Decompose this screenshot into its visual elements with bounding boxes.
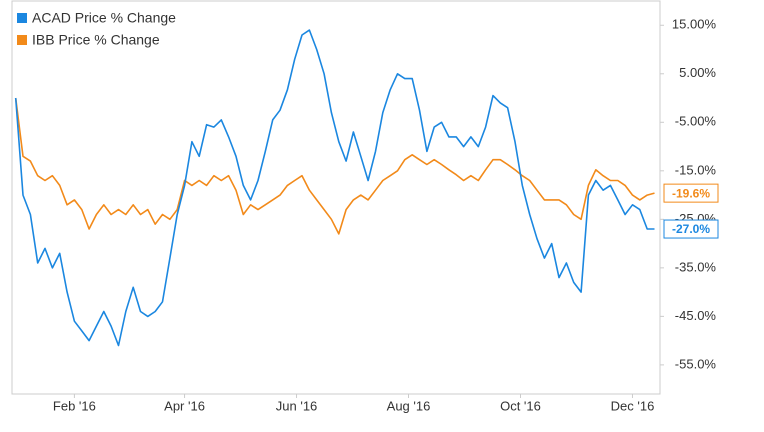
series-line [14,97,655,235]
y-tick-label: -45.0% [675,308,717,323]
legend-label: ACAD Price % Change [32,10,176,26]
y-tick-label: -35.0% [675,259,717,274]
y-tick-label: -15.0% [675,162,717,177]
y-tick-label: -55.0% [675,356,717,371]
x-tick-label: Oct '16 [500,398,541,413]
end-tag [663,219,719,239]
x-tick-label: Dec '16 [611,398,655,413]
legend-swatch [17,35,27,45]
plot-frame [11,0,661,395]
x-tick-label: Aug '16 [387,398,431,413]
y-tick-label: 5.00% [679,65,716,80]
end-tag-label: -27.0% [672,222,710,236]
x-tick-label: Jun '16 [276,398,318,413]
x-tick-label: Apr '16 [164,398,205,413]
end-tag [663,183,719,203]
legend-label: IBB Price % Change [32,32,160,48]
y-tick-label: -5.00% [675,114,717,129]
x-tick-label: Feb '16 [53,398,96,413]
end-tag-label: -19.6% [672,186,710,200]
series-line [14,29,655,347]
legend-swatch [17,13,27,23]
y-tick-label: 15.00% [672,17,717,32]
